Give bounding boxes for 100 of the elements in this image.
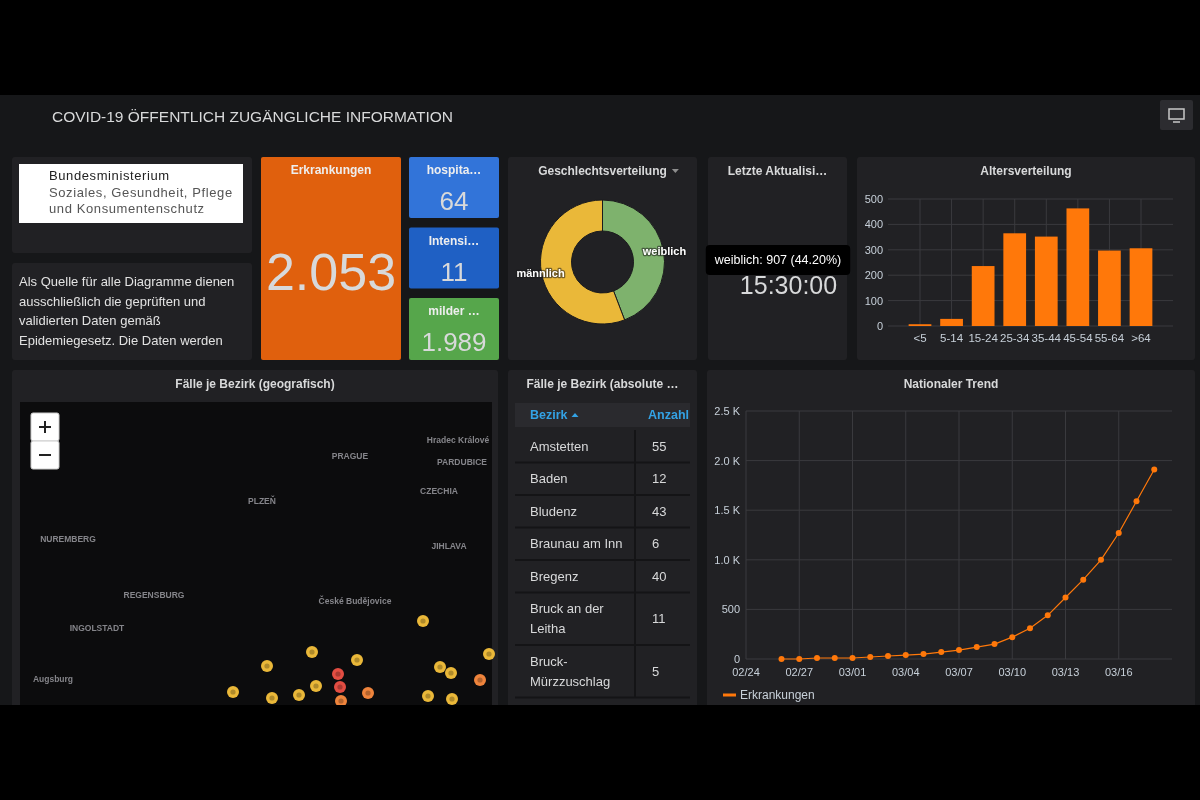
text: Intensi… xyxy=(428,233,480,248)
text: Fälle je Bezirk (absolute … xyxy=(526,377,679,391)
bar xyxy=(1098,250,1121,326)
point xyxy=(920,651,927,658)
category-label: Bruck-Mürzzuschlag xyxy=(530,653,611,689)
text: REGENSBURG xyxy=(123,590,185,600)
bar xyxy=(1129,248,1153,326)
x-tick-label: >64 xyxy=(1131,332,1152,344)
data-label: 40 xyxy=(652,568,667,584)
category-label: Braunau am Inn xyxy=(530,536,623,552)
bar xyxy=(1066,208,1090,326)
text: weiblich: 907 (44.20%) xyxy=(713,253,842,267)
data-label: 6 xyxy=(652,536,660,552)
data-label: 43 xyxy=(652,503,667,519)
text: COVID-19 ÖFFENTLICH ZUGÄNGLICHE INFORMATION xyxy=(52,108,454,125)
point xyxy=(1062,594,1069,601)
bar xyxy=(940,318,963,326)
text: PLZEŇ xyxy=(248,495,276,506)
y-tick-label: 1.5 K xyxy=(714,504,741,517)
point xyxy=(814,655,820,662)
text: 15:30:00 xyxy=(739,271,838,299)
point xyxy=(1115,530,1122,537)
x-tick-label: 15-24 xyxy=(968,332,999,344)
text: Bezirk xyxy=(530,408,568,422)
y-tick-label: 400 xyxy=(864,218,883,231)
text: 2.053 xyxy=(265,243,397,301)
text: Soziales, Gesundheit, Pflege xyxy=(49,184,233,200)
text: 11 xyxy=(440,256,468,287)
point xyxy=(885,653,891,660)
text: 64 xyxy=(439,186,469,216)
point xyxy=(956,647,962,654)
text: 1.989 xyxy=(421,327,487,357)
text: Erkrankungen xyxy=(290,163,372,177)
y-tick-label: 2.5 K xyxy=(714,405,741,417)
legend-label: Erkrankungen xyxy=(740,688,815,702)
text: PARDUBICE xyxy=(437,457,488,467)
y-tick-label: 300 xyxy=(864,243,883,256)
text: Bundesministerium xyxy=(49,168,170,183)
category-label: Bruck an der Leitha xyxy=(530,601,605,637)
chart-title: Geschlechtsverteilung xyxy=(538,164,667,178)
text: Augsburg xyxy=(32,674,74,684)
x-tick-label: 03/16 xyxy=(1104,666,1133,678)
point xyxy=(973,644,980,651)
bar xyxy=(1034,236,1058,326)
chart-title: Altersverteilung xyxy=(980,164,1072,178)
data-label: 55 xyxy=(652,438,667,454)
point xyxy=(778,656,785,662)
point xyxy=(1151,466,1158,473)
x-tick-label: 03/13 xyxy=(1051,666,1080,678)
chart-title: Nationaler Trend xyxy=(903,377,999,391)
text: INGOLSTADT xyxy=(69,623,126,633)
text: Als Quelle für alle Diagramme dienen ausschließlich die geprüften und validierten Daten gemäß Epidemiegesetz. Die Daten werden xyxy=(19,274,235,348)
text: PRAGUE xyxy=(331,451,369,461)
text: hospita… xyxy=(426,163,482,177)
x-tick-label: 02/24 xyxy=(732,666,760,678)
point xyxy=(1098,556,1104,563)
text: JIHLAVA xyxy=(431,541,467,551)
x-tick-label: 5-14 xyxy=(940,332,964,344)
y-tick-label: 2.0 K xyxy=(714,454,741,467)
point xyxy=(1044,612,1051,619)
text: Letzte Aktualisi… xyxy=(727,164,828,178)
x-tick-label: 03/01 xyxy=(838,666,867,678)
x-tick-label: 45-54 xyxy=(1063,332,1094,344)
category-label: Baden xyxy=(530,471,568,487)
text: České Budějovice xyxy=(318,595,392,606)
point xyxy=(1133,498,1140,505)
point xyxy=(938,649,945,656)
y-tick-label: 0 xyxy=(733,653,740,665)
x-tick-label: 02/27 xyxy=(785,666,814,678)
x-tick-label: 03/07 xyxy=(945,666,973,678)
point xyxy=(867,654,874,661)
x-tick-label: 03/10 xyxy=(998,666,1027,678)
text: Anzahl xyxy=(648,408,689,422)
bar xyxy=(971,266,995,326)
point xyxy=(831,655,838,662)
point xyxy=(1009,634,1016,641)
point xyxy=(796,656,803,662)
y-tick-label: 100 xyxy=(864,294,883,307)
x-tick-label: 35-44 xyxy=(1031,332,1062,344)
text: Hradec Králové xyxy=(426,435,490,445)
x-tick-label: <5 xyxy=(913,332,927,344)
point xyxy=(849,655,856,662)
data-label: 5 xyxy=(652,663,660,679)
category-label: Amstetten xyxy=(530,438,589,454)
point xyxy=(1080,576,1087,583)
data-label: 12 xyxy=(652,471,667,487)
y-tick-label: 1.0 K xyxy=(714,553,741,566)
category-label: Bludenz xyxy=(530,503,577,519)
point xyxy=(902,652,909,659)
text: NUREMBERG xyxy=(40,534,97,544)
category-label: Bregenz xyxy=(530,568,579,584)
data-label: 11 xyxy=(652,611,666,627)
y-tick-label: 500 xyxy=(864,193,883,205)
y-tick-label: 0 xyxy=(876,320,883,332)
text: CZECHIA xyxy=(420,486,458,496)
x-tick-label: 03/04 xyxy=(891,666,920,678)
point xyxy=(991,641,998,648)
text: und Konsumentenschutz xyxy=(49,201,205,216)
y-tick-label: 500 xyxy=(721,603,740,616)
text: milder … xyxy=(428,304,480,318)
